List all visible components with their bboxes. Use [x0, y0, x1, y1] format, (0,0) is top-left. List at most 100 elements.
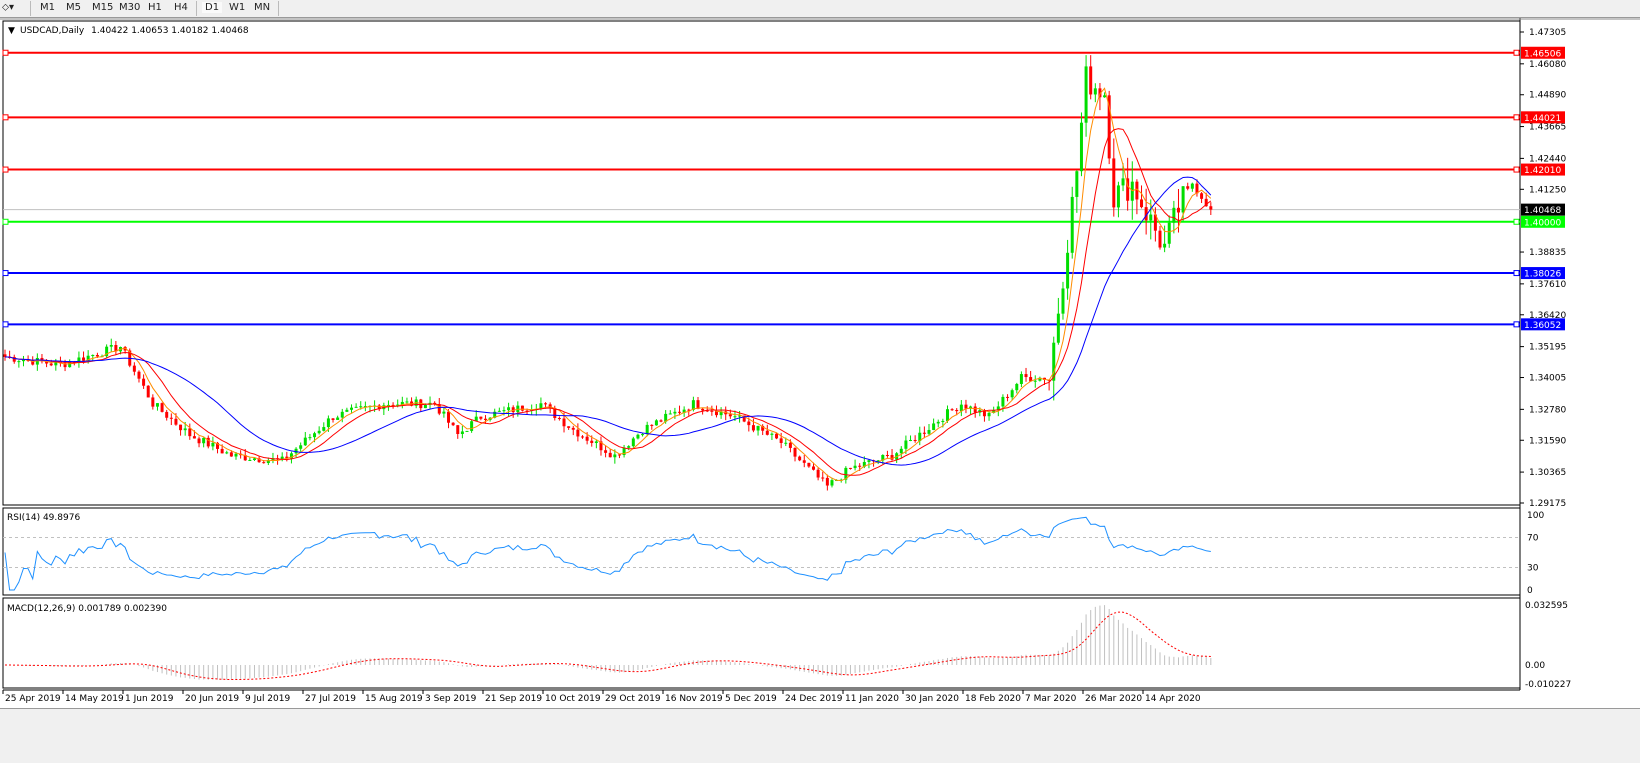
candle-body: [350, 407, 353, 410]
macd-label: MACD(12,26,9) 0.001789 0.002390: [7, 604, 167, 614]
candle-body: [992, 410, 996, 413]
divider: [30, 1, 31, 16]
candle-body: [1029, 377, 1033, 382]
candle-body: [659, 420, 663, 422]
candle-body: [802, 460, 806, 463]
candle-body: [202, 437, 206, 444]
candle-body: [705, 410, 709, 412]
level-price-badge: [1521, 318, 1565, 331]
level-handle-right: [1513, 49, 1520, 56]
candle-body: [474, 416, 478, 422]
candle-body: [576, 429, 580, 437]
candle-body: [664, 413, 668, 422]
ma-mid-line: [4, 128, 1212, 476]
candle-body: [1158, 230, 1162, 248]
tf-mn[interactable]: MN: [254, 2, 271, 13]
candle-body: [544, 403, 548, 405]
level-handle-right: [1513, 218, 1520, 225]
candle-body: [197, 438, 201, 444]
candle-body: [1149, 214, 1153, 221]
rsi-label: RSI(14) 49.8976: [7, 513, 80, 523]
rsi-line: [4, 516, 1211, 591]
level-price-label: 1.36052: [1524, 321, 1561, 331]
candle-body: [548, 404, 552, 408]
tf-h4[interactable]: H4: [174, 2, 188, 13]
price-tick-label: 1.38835: [1529, 248, 1566, 258]
rsi-tick-label: 0: [1527, 586, 1533, 596]
candle-body: [1103, 95, 1107, 98]
tf-m1[interactable]: M1: [40, 2, 55, 13]
candle-body: [687, 409, 691, 411]
price-tick-label: 1.41250: [1529, 185, 1566, 195]
tf-h1[interactable]: H1: [148, 2, 162, 13]
date-tick-label: 15 Aug 2019: [365, 694, 423, 704]
candle-body: [68, 361, 72, 368]
candle-body: [155, 403, 159, 407]
drawing-tools-icon[interactable]: ⬦▾: [2, 2, 15, 13]
candle-body: [557, 417, 561, 419]
current-price-badge: [1521, 203, 1565, 216]
candle-body: [179, 424, 183, 431]
candle-body: [294, 448, 298, 454]
candle-body: [987, 412, 991, 417]
candle-body: [386, 404, 390, 406]
candle-body: [807, 462, 811, 467]
candle-body: [1066, 252, 1070, 289]
candle-body: [354, 406, 358, 408]
candle-body: [188, 428, 192, 437]
candle-body: [211, 442, 215, 447]
candle-body: [54, 361, 58, 366]
timeframe-toolbar: ⬦▾ M1 M5 M15 M30 H1 H4 D1 W1 MN: [0, 0, 1640, 18]
candle-body: [738, 415, 742, 417]
candle-body: [405, 401, 409, 403]
collapse-arrow-icon[interactable]: ▼: [8, 26, 15, 36]
symbol-label: USDCAD,Daily 1.40422 1.40653 1.40182 1.4…: [20, 26, 249, 36]
level-handle-right: [1513, 321, 1520, 328]
level-price-label: 1.44021: [1524, 114, 1561, 124]
chart-canvas[interactable]: ▼ USDCAD,Daily 1.40422 1.40653 1.40182 1…: [0, 18, 1640, 708]
macd-tick-label: 0.00: [1525, 661, 1545, 671]
candle-body: [317, 430, 321, 434]
tf-m30[interactable]: M30: [119, 2, 141, 13]
level-price-badge: [1521, 163, 1565, 176]
candle-body: [590, 440, 594, 444]
candle-body: [733, 416, 737, 418]
candle-body: [359, 406, 363, 408]
candle-body: [673, 411, 677, 414]
tf-w1[interactable]: W1: [229, 2, 246, 13]
ma-slow-line: [4, 176, 1212, 466]
candle-body: [904, 440, 908, 449]
tf-d1[interactable]: D1: [202, 2, 223, 13]
candle-body: [336, 417, 340, 420]
candle-body: [1186, 186, 1190, 189]
level-price-badge: [1521, 46, 1565, 59]
candle-body: [682, 409, 686, 413]
tf-m15[interactable]: M15: [92, 2, 114, 13]
candle-body: [345, 409, 349, 412]
candle-body: [1135, 181, 1139, 200]
tf-m5[interactable]: M5: [66, 2, 81, 13]
candle-body: [1079, 122, 1083, 172]
current-price-label: 1.40468: [1524, 206, 1561, 216]
candle-body: [289, 453, 293, 459]
candle-body: [973, 406, 977, 413]
chart-window[interactable]: ▼ USDCAD,Daily 1.40422 1.40653 1.40182 1…: [0, 18, 1640, 708]
candle-body: [945, 409, 949, 421]
price-tick-label: 1.31590: [1529, 436, 1566, 446]
level-handle-right: [1513, 114, 1520, 121]
ma-fast-line: [4, 87, 1212, 482]
candle-body: [95, 354, 99, 357]
candle-body: [1167, 222, 1171, 244]
level-handle-left: [2, 218, 9, 225]
candle-body: [645, 424, 649, 435]
date-tick-label: 30 Jan 2020: [905, 694, 959, 704]
candle-body: [31, 360, 35, 365]
candle-body: [1089, 66, 1093, 95]
candle-body: [701, 408, 705, 411]
candle-body: [650, 424, 654, 426]
candle-body: [169, 417, 173, 419]
candle-body: [622, 447, 626, 456]
price-tick-label: 1.29175: [1529, 499, 1566, 509]
price-tick-label: 1.44890: [1529, 91, 1566, 101]
candle-body: [959, 404, 963, 412]
